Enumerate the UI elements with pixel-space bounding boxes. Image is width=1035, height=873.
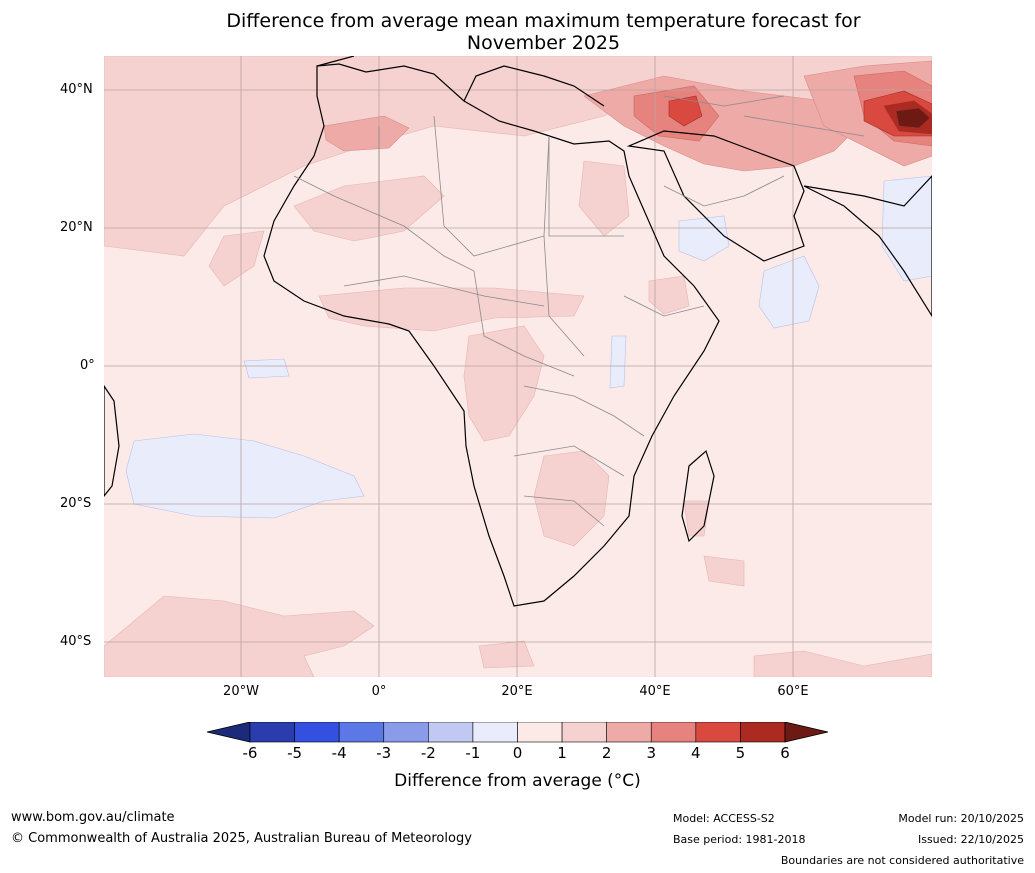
- colorbar-segment: [472, 722, 518, 743]
- colorbar-tick-label: 5: [735, 744, 746, 762]
- latitude-label-20n: 20°N: [60, 220, 93, 235]
- colorbar: [206, 722, 829, 743]
- colorbar-tick-label: 6: [780, 744, 790, 762]
- footer-model-run: Model run: 20/10/2025: [898, 812, 1024, 825]
- colorbar-segment: [383, 722, 429, 743]
- colorbar-extend-high: [784, 722, 829, 743]
- footer-website: www.bom.gov.au/climate: [11, 810, 175, 825]
- footer-disclaimer: Boundaries are not considered authoritat…: [780, 854, 1024, 867]
- country-borders: [293, 95, 865, 527]
- forecast-map: [104, 56, 932, 677]
- colorbar-segment: [428, 722, 474, 743]
- latitude-label-equator: 0°: [80, 358, 95, 373]
- latitude-label-40s: 40°S: [60, 634, 92, 649]
- colorbar-tick-label: -5: [287, 744, 303, 762]
- anomaly-4-plus-regions: [668, 90, 932, 137]
- forecast-map-svg: [104, 56, 932, 677]
- map-title-line1: Difference from average mean maximum tem…: [226, 10, 861, 32]
- colorbar-tick-label: -1: [465, 744, 481, 762]
- footer-model: Model: ACCESS-S2: [673, 812, 775, 825]
- colorbar-segment: [249, 722, 295, 743]
- footer-base-period: Base period: 1981-2018: [673, 833, 806, 846]
- footer-issued: Issued: 22/10/2025: [917, 833, 1024, 846]
- colorbar-segment: [650, 722, 697, 743]
- colorbar-tick-label: -4: [331, 744, 347, 762]
- colorbar-label: Difference from average (°C): [394, 771, 641, 791]
- colorbar-segment: [517, 722, 563, 743]
- anomaly-minus1-to-0-regions: [125, 175, 932, 519]
- colorbar-segment: [606, 722, 652, 743]
- colorbar-segment: [338, 722, 385, 743]
- colorbar-tick-label: 4: [691, 744, 701, 762]
- anomaly-1-to-2-regions: [104, 56, 932, 677]
- colorbar-tick-label: 0: [512, 744, 523, 762]
- longitude-label-20e: 20°E: [501, 684, 533, 699]
- colorbar-tick-label: -6: [242, 744, 258, 762]
- colorbar-segment: [695, 722, 741, 743]
- colorbar-tick-label: 2: [601, 744, 612, 762]
- longitude-label-60e: 60°E: [777, 684, 809, 699]
- colorbar-tick-label: -3: [376, 744, 392, 762]
- footer-copyright: © Commonwealth of Australia 2025, Austra…: [11, 831, 472, 846]
- latitude-label-20s: 20°S: [60, 496, 92, 511]
- map-title-line2: November 2025: [466, 32, 621, 54]
- colorbar-tick-label: 1: [557, 744, 567, 762]
- colorbar-segment: [294, 722, 340, 743]
- map-title: Difference from average mean maximum tem…: [0, 10, 1035, 54]
- colorbar-extend-low: [206, 722, 251, 743]
- colorbar-segment: [561, 722, 607, 743]
- graticule-lines: [104, 56, 932, 677]
- latitude-label-40n: 40°N: [60, 82, 93, 97]
- colorbar-segment: [740, 722, 786, 743]
- longitude-label-0: 0°: [371, 684, 387, 699]
- longitude-label-40e: 40°E: [639, 684, 671, 699]
- colorbar-tick-label: -2: [420, 744, 436, 762]
- longitude-label-20w: 20°W: [223, 684, 259, 699]
- colorbar-tick-label: 3: [646, 744, 657, 762]
